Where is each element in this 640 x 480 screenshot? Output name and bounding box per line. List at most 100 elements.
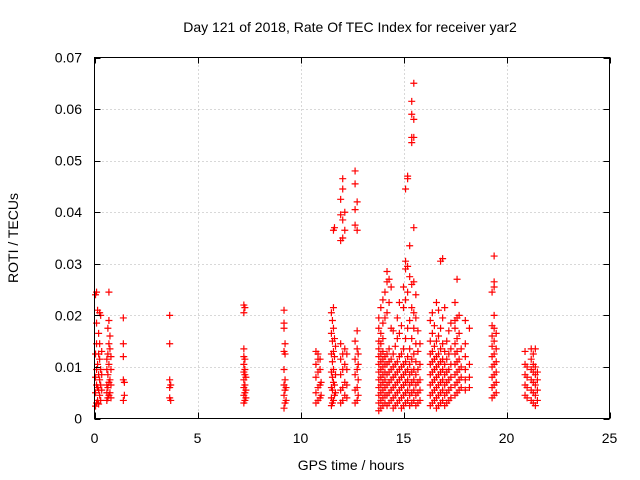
- y-axis-tick-labels: 0 0.01 0.02 0.03 0.04 0.05 0.06 0.07: [55, 50, 82, 427]
- data-point: [439, 314, 447, 322]
- data-point: [527, 355, 535, 363]
- data-point: [416, 386, 424, 394]
- data-point: [241, 381, 249, 389]
- data-point: [327, 309, 335, 317]
- data-point: [533, 376, 541, 384]
- data-point: [96, 376, 104, 384]
- data-point: [410, 386, 418, 394]
- data-point: [441, 360, 449, 368]
- data-point: [107, 366, 115, 374]
- data-point: [531, 381, 539, 389]
- data-point: [441, 347, 449, 355]
- data-point: [447, 345, 455, 353]
- data-point: [523, 363, 531, 371]
- data-point: [329, 366, 337, 374]
- data-point: [490, 324, 498, 332]
- data-point: [95, 329, 103, 337]
- data-point: [523, 394, 531, 402]
- data-point: [166, 376, 174, 384]
- data-point: [337, 371, 345, 379]
- data-point: [241, 355, 249, 363]
- data-point: [406, 273, 414, 281]
- data-point: [242, 386, 250, 394]
- data-point: [328, 358, 336, 366]
- data-point: [379, 296, 387, 304]
- data-point: [410, 396, 418, 404]
- data-point: [166, 340, 174, 348]
- data-point: [281, 376, 289, 384]
- x-tick-label: 5: [194, 430, 202, 446]
- data-point: [412, 358, 420, 366]
- data-point: [490, 350, 498, 358]
- data-point: [437, 345, 445, 353]
- data-point: [445, 350, 453, 358]
- data-point: [406, 360, 414, 368]
- data-point: [465, 384, 473, 392]
- data-point: [330, 381, 338, 389]
- data-point: [492, 389, 500, 397]
- data-point: [241, 304, 249, 312]
- data-point: [426, 317, 434, 325]
- data-point: [441, 304, 449, 312]
- data-point: [533, 368, 541, 376]
- data-point: [404, 262, 412, 270]
- y-tick-label: 0.02: [55, 307, 82, 323]
- data-point: [106, 376, 114, 384]
- data-point: [119, 340, 127, 348]
- data-point: [387, 283, 395, 291]
- y-tick-label: 0.04: [55, 204, 82, 220]
- data-point: [351, 180, 359, 188]
- data-point: [529, 350, 537, 358]
- data-point: [332, 342, 340, 350]
- data-point: [354, 350, 362, 358]
- data-point: [531, 402, 539, 410]
- data-point: [461, 317, 469, 325]
- data-point: [531, 345, 539, 353]
- grid: [94, 57, 610, 419]
- data-point: [353, 396, 361, 404]
- data-point: [377, 329, 385, 337]
- data-point: [521, 347, 529, 355]
- y-tick-label: 0.05: [55, 153, 82, 169]
- data-point: [339, 185, 347, 193]
- data-point: [453, 275, 461, 283]
- data-point: [408, 97, 416, 105]
- data-point: [410, 115, 418, 123]
- data-point: [447, 394, 455, 402]
- data-point: [430, 322, 438, 330]
- data-point: [406, 317, 414, 325]
- data-point: [439, 396, 447, 404]
- data-point: [312, 373, 320, 381]
- data-point: [404, 324, 412, 332]
- data-point: [492, 329, 500, 337]
- data-point: [328, 317, 336, 325]
- data-point: [416, 396, 424, 404]
- x-axis-tick-labels: 0 5 10 15 20 25: [91, 430, 618, 446]
- data-point: [430, 342, 438, 350]
- data-point: [282, 396, 290, 404]
- data-point: [97, 366, 105, 374]
- data-point: [461, 353, 469, 361]
- data-point: [351, 167, 359, 175]
- data-point: [377, 304, 385, 312]
- data-point: [96, 391, 104, 399]
- data-point: [432, 337, 440, 345]
- data-point: [404, 353, 412, 361]
- data-point: [465, 373, 473, 381]
- data-point: [337, 355, 345, 363]
- data-point: [327, 329, 335, 337]
- x-tick-label: 15: [396, 430, 412, 446]
- data-point: [119, 396, 127, 404]
- data-point: [457, 373, 465, 381]
- data-point: [379, 335, 387, 343]
- data-point: [439, 366, 447, 374]
- data-point: [281, 350, 289, 358]
- y-tick-label: 0.01: [55, 359, 82, 375]
- data-point: [339, 234, 347, 242]
- data-point: [343, 366, 351, 374]
- data-point: [317, 378, 325, 386]
- data-point: [354, 376, 362, 384]
- data-point: [410, 224, 418, 232]
- x-tick-label: 20: [499, 430, 515, 446]
- data-point: [455, 311, 463, 319]
